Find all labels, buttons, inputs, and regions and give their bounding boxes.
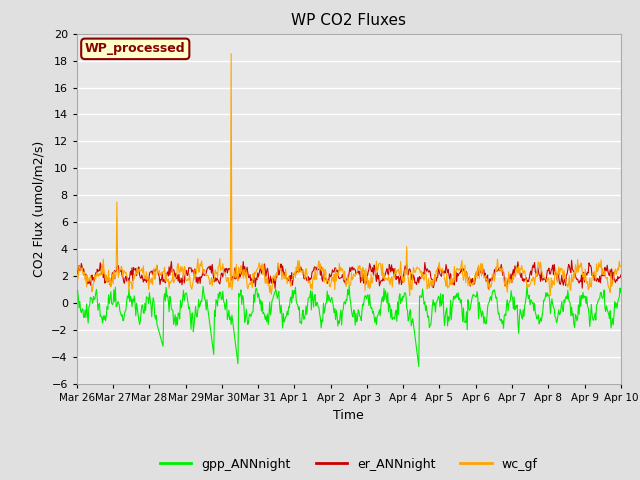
Legend: gpp_ANNnight, er_ANNnight, wc_gf: gpp_ANNnight, er_ANNnight, wc_gf <box>155 453 543 476</box>
X-axis label: Time: Time <box>333 408 364 421</box>
Text: WP_processed: WP_processed <box>85 42 186 55</box>
Y-axis label: CO2 Flux (umol/m2/s): CO2 Flux (umol/m2/s) <box>33 141 45 277</box>
Title: WP CO2 Fluxes: WP CO2 Fluxes <box>291 13 406 28</box>
